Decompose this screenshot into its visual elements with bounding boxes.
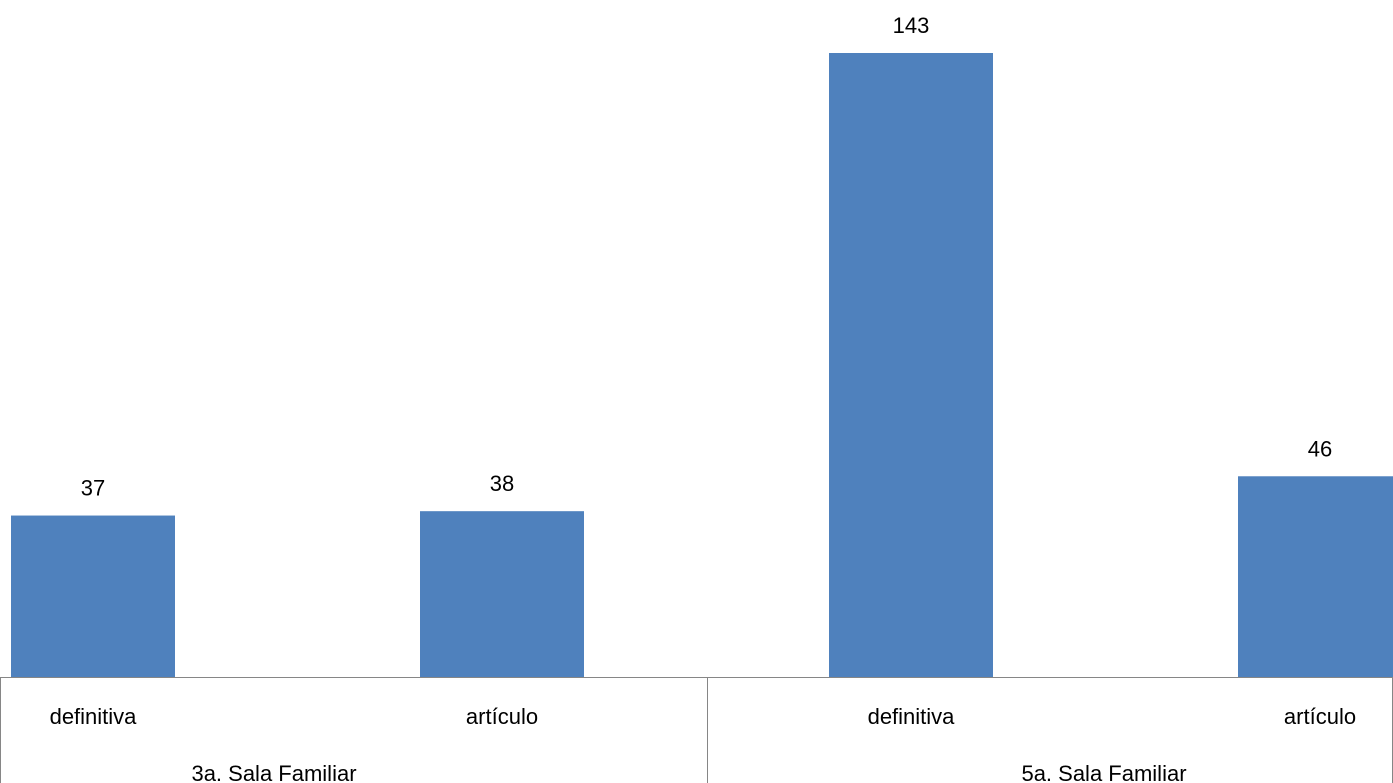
category-label: artículo <box>1284 704 1356 729</box>
bar <box>420 511 584 677</box>
data-label: 46 <box>1308 436 1332 461</box>
labels-layer: 37 definitiva 38 artículo 143 definitiva 46 art… <box>50 13 1357 783</box>
bar <box>1238 476 1393 677</box>
group-label: 3a. Sala Familiar <box>191 761 356 783</box>
bar <box>829 53 993 677</box>
data-label: 37 <box>81 476 105 501</box>
bars-layer <box>11 53 1393 677</box>
data-label: 38 <box>490 471 514 496</box>
data-label: 143 <box>893 13 930 38</box>
category-label: artículo <box>466 704 538 729</box>
bar <box>11 515 175 677</box>
category-label: definitiva <box>868 704 956 729</box>
group-label: 5a. Sala Familiar <box>1021 761 1186 783</box>
category-label: definitiva <box>50 704 138 729</box>
